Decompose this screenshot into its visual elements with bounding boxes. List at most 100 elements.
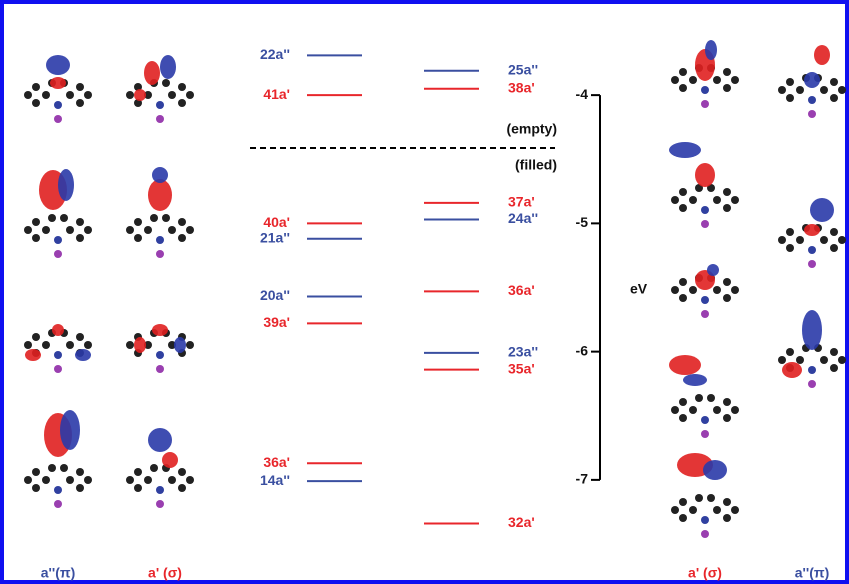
atom bbox=[786, 94, 794, 102]
atom bbox=[679, 414, 687, 422]
atom bbox=[723, 414, 731, 422]
atom bbox=[178, 218, 186, 226]
atom bbox=[162, 79, 170, 87]
orbital-lobe bbox=[52, 324, 64, 336]
level-label: 14a'' bbox=[260, 472, 290, 488]
atom bbox=[178, 234, 186, 242]
atom bbox=[679, 188, 687, 196]
atom bbox=[701, 220, 709, 228]
level-label: 36a' bbox=[508, 282, 535, 298]
orbital-lobe bbox=[75, 349, 91, 361]
atom bbox=[66, 476, 74, 484]
atom bbox=[54, 500, 62, 508]
atom bbox=[808, 246, 816, 254]
atom bbox=[808, 380, 816, 388]
atom bbox=[156, 115, 164, 123]
level-label: 37a' bbox=[508, 194, 535, 210]
atom bbox=[701, 530, 709, 538]
atom bbox=[679, 84, 687, 92]
atom bbox=[830, 244, 838, 252]
orbital-lobe bbox=[683, 374, 707, 386]
atom bbox=[786, 348, 794, 356]
atom bbox=[713, 286, 721, 294]
orbital-lobe bbox=[162, 452, 178, 468]
level-label: 35a' bbox=[508, 360, 535, 376]
atom bbox=[150, 214, 158, 222]
atom bbox=[156, 250, 164, 258]
atom bbox=[723, 294, 731, 302]
orbital-lobe bbox=[60, 410, 80, 450]
atom bbox=[54, 486, 62, 494]
atom bbox=[144, 476, 152, 484]
atom bbox=[679, 204, 687, 212]
atom bbox=[808, 110, 816, 118]
atom bbox=[723, 188, 731, 196]
atom bbox=[42, 341, 50, 349]
atom bbox=[701, 416, 709, 424]
atom bbox=[186, 91, 194, 99]
atom bbox=[689, 76, 697, 84]
atom bbox=[76, 484, 84, 492]
atom bbox=[808, 96, 816, 104]
orbital-lobe bbox=[25, 349, 41, 361]
atom bbox=[689, 196, 697, 204]
atom bbox=[126, 476, 134, 484]
level-label: 36a' bbox=[263, 454, 290, 470]
atom bbox=[24, 476, 32, 484]
level-label: 38a' bbox=[508, 79, 535, 95]
atom bbox=[830, 94, 838, 102]
level-label: 40a' bbox=[263, 214, 290, 230]
orbital-lobe bbox=[705, 40, 717, 60]
atom bbox=[723, 84, 731, 92]
atom bbox=[84, 341, 92, 349]
level-label: 23a'' bbox=[508, 344, 538, 360]
atom bbox=[701, 430, 709, 438]
atom bbox=[42, 226, 50, 234]
atom bbox=[820, 86, 828, 94]
atom bbox=[679, 278, 687, 286]
atom bbox=[830, 78, 838, 86]
atom bbox=[156, 236, 164, 244]
atom bbox=[84, 91, 92, 99]
atom bbox=[731, 506, 739, 514]
orbital-lobe bbox=[58, 169, 74, 201]
atom bbox=[731, 406, 739, 414]
atom bbox=[679, 68, 687, 76]
atom bbox=[830, 364, 838, 372]
column-label: a' (σ) bbox=[148, 565, 182, 581]
atom bbox=[808, 260, 816, 268]
orbital-lobe bbox=[144, 61, 160, 85]
atom bbox=[126, 341, 134, 349]
atom bbox=[671, 286, 679, 294]
atom bbox=[126, 226, 134, 234]
atom bbox=[32, 468, 40, 476]
atom bbox=[66, 226, 74, 234]
atom bbox=[808, 366, 816, 374]
atom bbox=[838, 236, 846, 244]
atom bbox=[671, 506, 679, 514]
atom bbox=[134, 218, 142, 226]
atom bbox=[778, 236, 786, 244]
atom bbox=[731, 196, 739, 204]
tick-label: -7 bbox=[576, 471, 589, 487]
atom bbox=[134, 468, 142, 476]
atom bbox=[162, 214, 170, 222]
atom bbox=[54, 236, 62, 244]
atom bbox=[76, 218, 84, 226]
atom bbox=[731, 286, 739, 294]
orbital-lobe bbox=[148, 179, 172, 211]
atom bbox=[186, 476, 194, 484]
atom bbox=[701, 310, 709, 318]
atom bbox=[713, 406, 721, 414]
atom bbox=[671, 196, 679, 204]
atom bbox=[796, 356, 804, 364]
atom bbox=[54, 250, 62, 258]
orbital-lobe bbox=[802, 310, 822, 350]
atom bbox=[76, 333, 84, 341]
level-label: 39a' bbox=[263, 314, 290, 330]
atom bbox=[84, 226, 92, 234]
atom bbox=[54, 365, 62, 373]
atom bbox=[178, 484, 186, 492]
atom bbox=[679, 398, 687, 406]
atom bbox=[60, 464, 68, 472]
